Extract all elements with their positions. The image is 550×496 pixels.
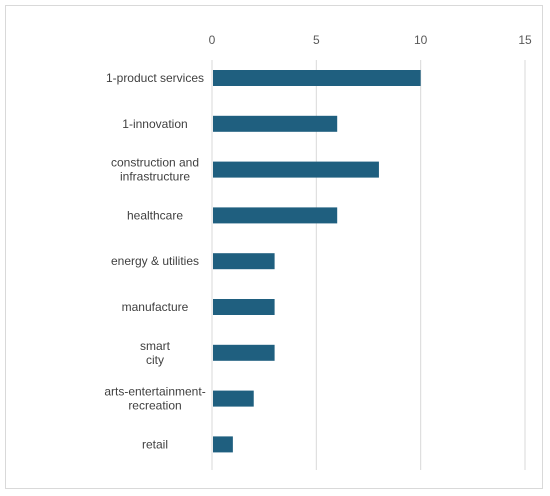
category-label-3: healthcare <box>127 208 183 222</box>
bar-8 <box>213 436 233 453</box>
x-tick-label-15: 15 <box>518 33 532 47</box>
bar-0 <box>213 70 421 86</box>
category-label-2: construction and infrastructure <box>111 156 199 184</box>
bar-5 <box>213 299 275 315</box>
category-label-line: 1-product services <box>106 71 204 85</box>
category-label-line: city <box>146 353 164 367</box>
category-label-line: arts-entertainment- <box>104 385 205 399</box>
bar-7 <box>213 390 254 407</box>
x-tick-label-5: 5 <box>313 33 320 47</box>
category-label-line: retail <box>142 437 168 451</box>
category-label-line: smart <box>140 339 171 353</box>
x-tick-label-0: 0 <box>209 33 216 47</box>
category-label-6: smart city <box>140 339 171 367</box>
category-label-8: retail <box>142 437 168 451</box>
category-label-5: manufacture <box>122 300 189 314</box>
category-label-line: construction and <box>111 156 199 170</box>
bar-6 <box>213 344 275 361</box>
x-axis-ticks: 0 5 10 15 <box>209 33 532 47</box>
x-tick-label-10: 10 <box>414 33 428 47</box>
category-label-line: infrastructure <box>120 170 190 184</box>
category-labels: 1-product services 1-innovation constructi… <box>104 71 205 451</box>
bar-2 <box>213 161 379 178</box>
category-label-line: manufacture <box>122 300 189 314</box>
category-label-7: arts-entertainment-recreation <box>104 385 205 413</box>
bar-3 <box>213 207 338 224</box>
category-label-1: 1-innovation <box>122 117 187 131</box>
bar-1 <box>213 115 338 132</box>
category-label-line: healthcare <box>127 208 183 222</box>
category-label-line: energy & utilities <box>111 254 199 268</box>
bar-4 <box>213 253 275 270</box>
category-label-line: recreation <box>128 399 181 413</box>
category-label-0: 1-product services <box>106 71 204 85</box>
category-label-4: energy & utilities <box>111 254 199 268</box>
bars <box>213 70 421 453</box>
category-label-line: 1-innovation <box>122 117 187 131</box>
